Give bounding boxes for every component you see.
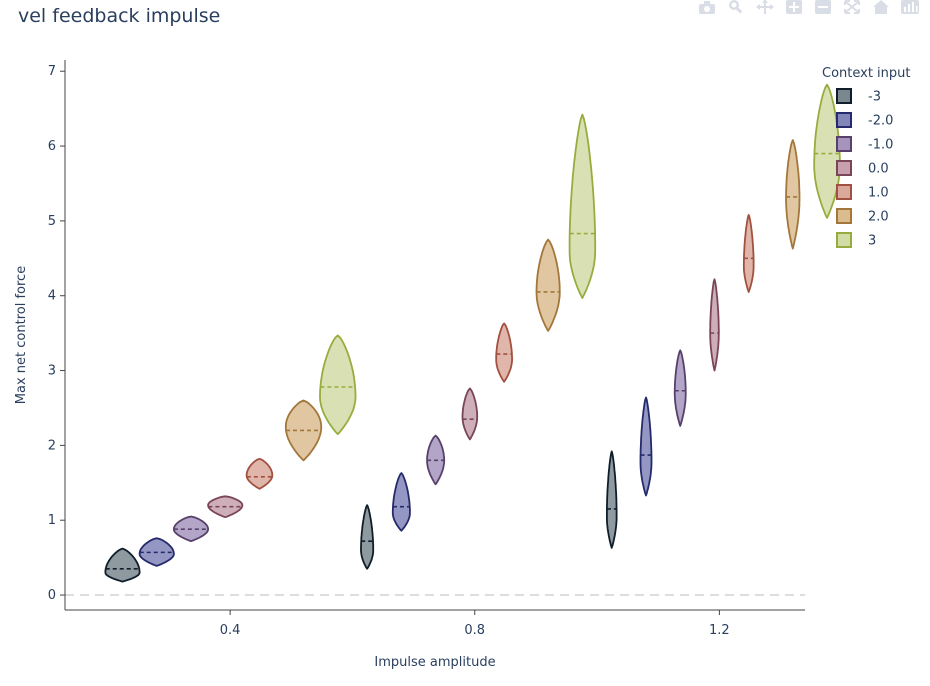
violin-series--2.0 — [138, 396, 653, 567]
legend-label: 0.0 — [868, 162, 889, 177]
violin — [360, 504, 375, 570]
legend: Context input -3 -2.0 -1.0 0.0 1.0 2.0 3 — [822, 66, 911, 249]
y-tick-label: 6 — [48, 139, 56, 154]
violin — [709, 278, 720, 372]
legend-item[interactable]: 2.0 — [836, 208, 889, 225]
violin — [568, 113, 597, 299]
y-tick-label: 5 — [48, 214, 56, 229]
x-tick-label: 1.2 — [709, 623, 730, 638]
legend-swatch — [836, 232, 852, 248]
plotly-logo-icon[interactable] — [895, 0, 924, 14]
axes: 0 1 2 3 4 5 6 7 0.4 0.8 1.2 — [48, 60, 805, 638]
violin — [535, 238, 561, 332]
x-tick-label: 0.8 — [464, 623, 485, 638]
zoom-in-icon[interactable] — [779, 0, 808, 14]
pan-icon[interactable] — [750, 0, 779, 14]
x-tick-label: 0.4 — [220, 623, 241, 638]
violin — [245, 457, 274, 490]
violin — [391, 472, 411, 532]
violin — [673, 349, 687, 427]
y-tick-label: 7 — [48, 64, 56, 79]
legend-swatch — [836, 136, 852, 152]
y-tick-label: 3 — [48, 364, 56, 379]
zoom-out-icon[interactable] — [808, 0, 837, 14]
legend-item[interactable]: -3 — [836, 88, 881, 105]
legend-item[interactable]: -1.0 — [836, 136, 893, 153]
legend-swatch — [836, 112, 852, 128]
y-tick-label: 1 — [48, 513, 56, 528]
violin-series-3 — [319, 83, 841, 435]
x-axis-title: Impulse amplitude — [374, 655, 495, 670]
legend-label: -2.0 — [868, 114, 893, 129]
legend-swatch — [836, 88, 852, 104]
legend-item[interactable]: 3 — [836, 232, 876, 249]
autoscale-icon[interactable] — [837, 0, 866, 14]
home-icon[interactable] — [866, 0, 895, 14]
camera-icon[interactable] — [692, 0, 721, 14]
y-axis-title: Max net control force — [14, 266, 29, 404]
chart-title: vel feedback impulse — [18, 5, 220, 27]
violin — [319, 334, 357, 435]
zoom-icon[interactable] — [721, 0, 750, 14]
plot-area — [65, 83, 841, 596]
violin — [104, 547, 141, 583]
modebar — [692, 0, 924, 14]
violin-series-0.0 — [207, 278, 720, 519]
violin-series-2.0 — [284, 139, 801, 462]
violin — [785, 139, 801, 250]
violin — [742, 214, 755, 293]
legend-swatch — [836, 184, 852, 200]
legend-label: -1.0 — [868, 138, 893, 153]
violin — [495, 322, 513, 383]
legend-title: Context input — [822, 66, 911, 81]
y-tick-label: 2 — [48, 438, 56, 453]
legend-label: -3 — [868, 90, 881, 105]
legend-swatch — [836, 160, 852, 176]
legend-label: 1.0 — [868, 186, 889, 201]
legend-swatch — [836, 208, 852, 224]
legend-item[interactable]: 1.0 — [836, 184, 889, 201]
violin — [461, 387, 479, 441]
violin — [606, 450, 618, 549]
legend-label: 2.0 — [868, 210, 889, 225]
legend-item[interactable]: 0.0 — [836, 160, 889, 177]
violin-series-1.0 — [245, 214, 755, 490]
y-tick-label: 0 — [48, 588, 56, 603]
legend-label: 3 — [868, 234, 876, 249]
y-tick-label: 4 — [48, 289, 56, 304]
violin-series--1.0 — [173, 349, 687, 543]
violin — [639, 396, 653, 497]
violin-series--3 — [104, 450, 618, 583]
legend-item[interactable]: -2.0 — [836, 112, 893, 129]
